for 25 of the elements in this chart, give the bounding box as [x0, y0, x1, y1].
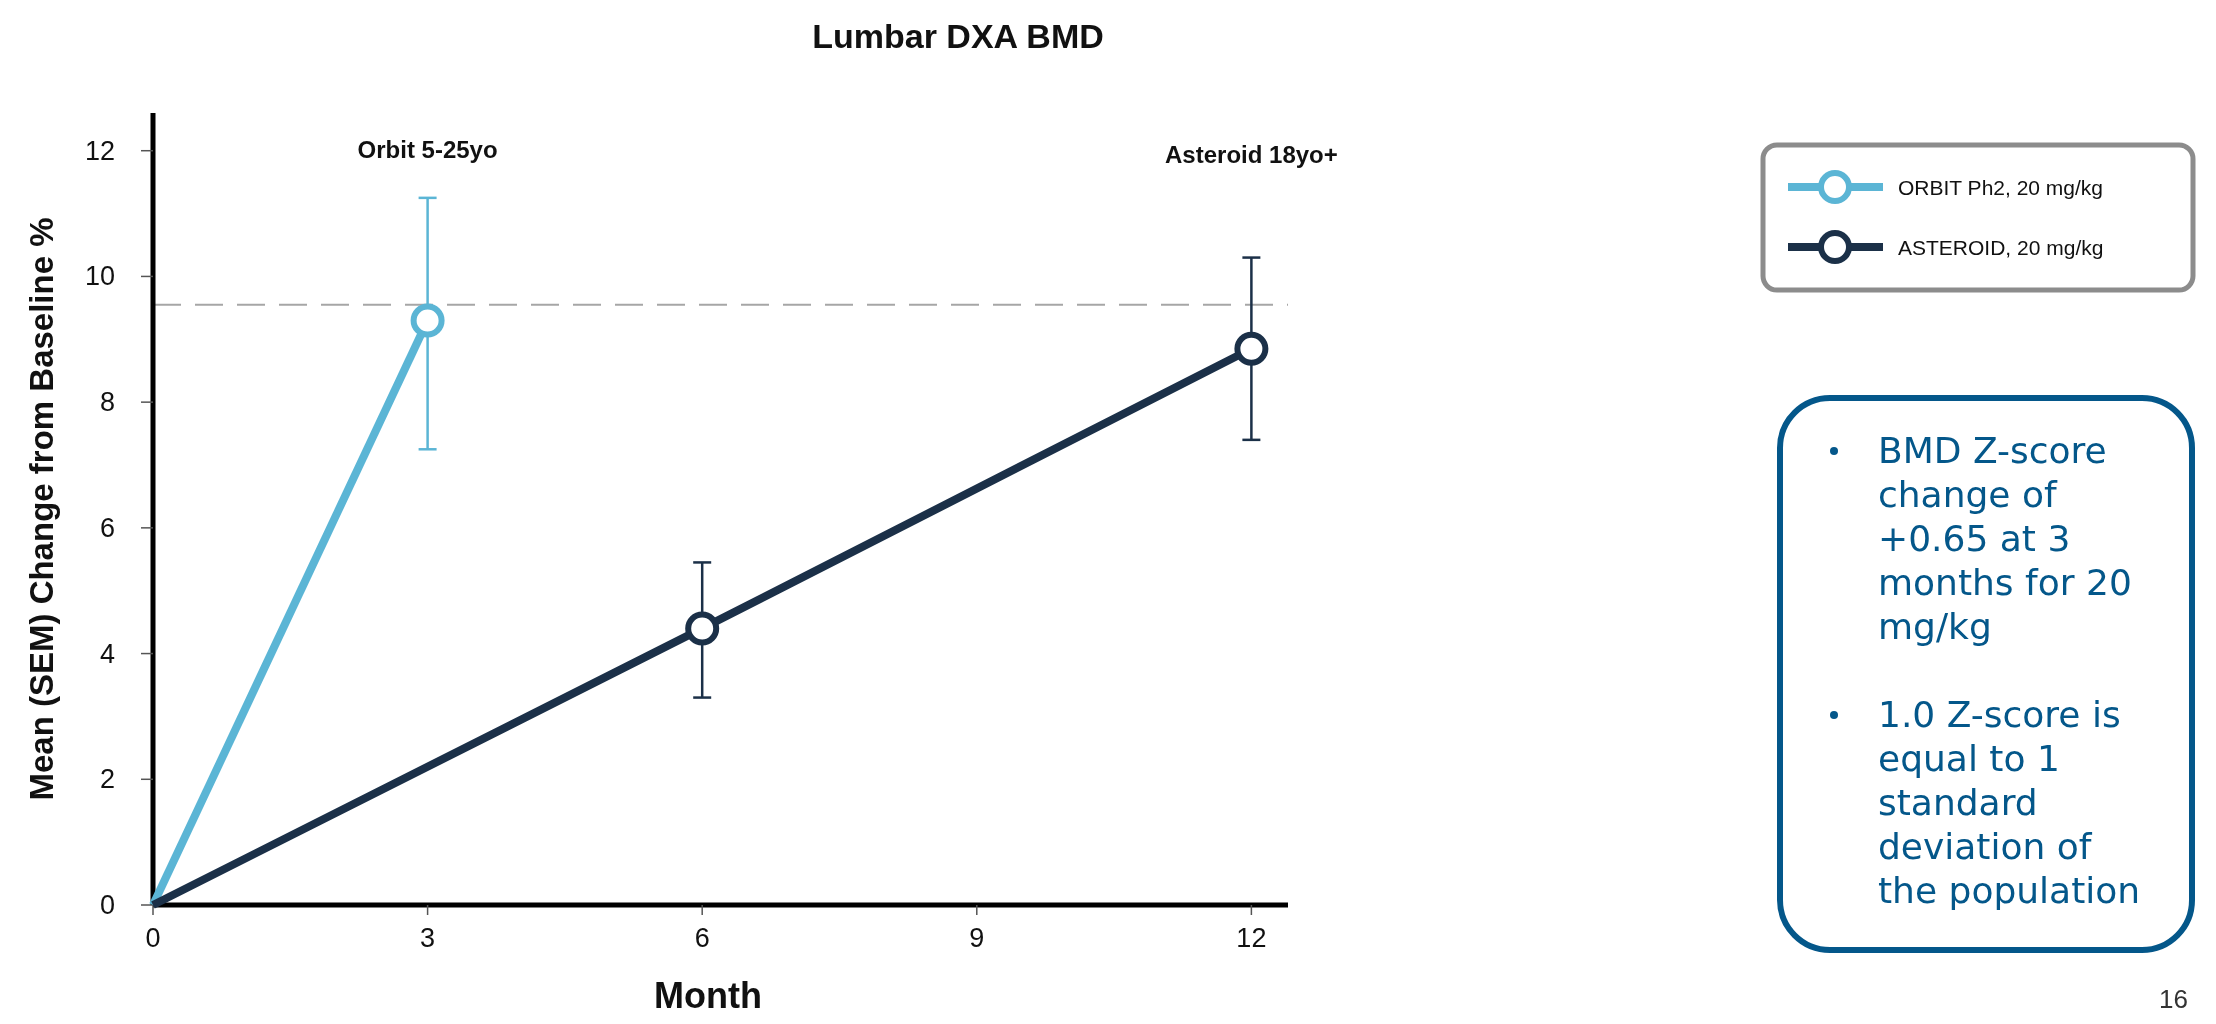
x-tick-label: 0: [145, 923, 161, 953]
text: BMD Z-score change of +0.65 at 3 months for 20 mg/kg: [1878, 430, 2132, 647]
y-tick-label: 6: [99, 512, 115, 543]
x-tick-label: 12: [1236, 923, 1267, 953]
text: 16: [2159, 984, 2188, 1014]
y-tick-label: 2: [99, 764, 115, 795]
legend-label: ORBIT Ph2, 20 mg/kg: [1898, 176, 2104, 199]
x-tick-label: 9: [969, 923, 985, 953]
chart-title: Lumbar DXA BMD: [812, 17, 1104, 55]
x-tick-label: 3: [420, 923, 436, 953]
annotation: Asteroid 18yo+: [1165, 141, 1338, 168]
y-tick-label: 10: [84, 261, 115, 292]
point: [410, 303, 445, 338]
point: [1234, 331, 1269, 366]
point: [685, 611, 720, 646]
y-tick-label: 0: [99, 890, 115, 920]
y-tick-label: 12: [84, 135, 115, 166]
y-tick-label: 8: [99, 387, 115, 418]
x-axis-title: Month: [654, 975, 762, 1016]
legend-label: ASTEROID, 20 mg/kg: [1898, 236, 2104, 259]
y-axis-title: Mean (SEM) Change from Baseline %: [23, 217, 60, 801]
annotation: Orbit 5-25yo: [357, 136, 498, 163]
text: 1.0 Z-score is equal to 1 standard deviation of the population: [1878, 694, 2141, 911]
y-tick-label: 4: [99, 638, 115, 669]
x-tick-label: 6: [694, 923, 710, 953]
